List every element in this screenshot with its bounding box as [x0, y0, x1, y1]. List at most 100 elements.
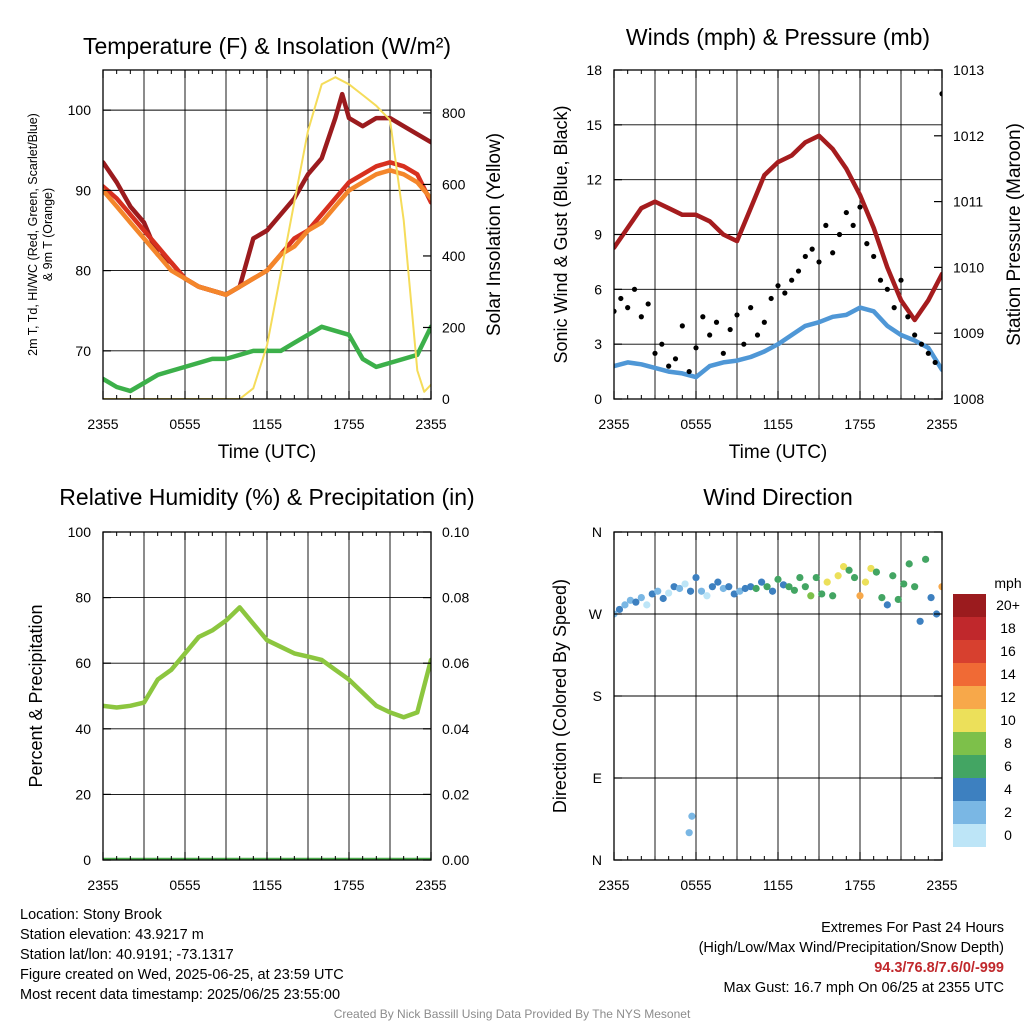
gust-point: [782, 290, 788, 296]
y-tick-label: S: [593, 688, 602, 704]
legend-label: 12: [1000, 689, 1016, 705]
y2-tick-label: 1009: [953, 325, 984, 341]
gridlines: [614, 532, 942, 860]
gust-point: [720, 350, 726, 356]
x-tick-label: 2355: [926, 416, 957, 432]
direction-point: [774, 575, 782, 583]
gust-point: [802, 253, 808, 260]
legend-swatch: [953, 801, 986, 824]
y2-axis-label: Solar Insolation (Yellow): [484, 133, 505, 336]
direction-point: [648, 590, 656, 598]
gust-point: [761, 319, 767, 325]
chart-title-winds: Winds (mph) & Pressure (mb): [626, 24, 930, 50]
series-line-2: [103, 168, 431, 297]
x-tick-label: 1155: [763, 877, 793, 893]
location-text: Location: Stony Brook: [20, 907, 162, 923]
direction-point: [785, 583, 793, 591]
direction-point: [665, 589, 673, 597]
extremes-title: Extremes For Past 24 Hours: [821, 920, 1004, 936]
legend-label: 2: [1004, 804, 1012, 820]
gust-point: [932, 359, 938, 366]
chart-winds: 2355 0555 1155 1755 2355 0 3 6 9 12 15 18 1008 1009 10…: [551, 24, 1024, 463]
direction-point: [621, 601, 629, 609]
direction-point: [768, 587, 777, 595]
x-tick-label: 1755: [844, 877, 875, 893]
legend-swatch: [953, 732, 986, 755]
x-tick-label: 1755: [844, 416, 875, 432]
y2-tick-label: 0.08: [442, 590, 469, 606]
direction-point: [889, 572, 897, 580]
y-tick-label: 20: [75, 786, 91, 802]
gust-point: [768, 295, 774, 302]
legend-label: 20+: [996, 597, 1020, 613]
gust-point: [843, 209, 849, 216]
y2-tick-label: 1013: [953, 62, 984, 78]
gust-point: [618, 295, 624, 302]
gust-point: [836, 231, 843, 238]
series-line-1: [614, 305, 942, 380]
gust-point: [679, 323, 685, 329]
gust-point: [707, 332, 713, 338]
gust-point: [864, 241, 870, 247]
y2-tick-label: 0.00: [442, 852, 469, 868]
legend-label: 18: [1000, 620, 1016, 636]
y-tick-label: 12: [586, 172, 602, 188]
direction-point: [900, 580, 908, 588]
direction-point: [730, 590, 738, 598]
legend-swatch: [953, 755, 986, 778]
latlon-text: Station lat/lon: 40.9191; -73.1317: [20, 947, 234, 963]
direction-point: [883, 601, 891, 609]
recent-text: Most recent data timestamp: 2025/06/25 2…: [20, 987, 341, 1003]
y-axis-label: Sonic Wind & Gust (Blue, Black): [551, 105, 571, 363]
legend-label: 14: [1000, 666, 1016, 682]
gust-point: [700, 314, 706, 320]
direction-point: [856, 592, 864, 600]
direction-point: [643, 601, 651, 609]
gust-point: [652, 350, 658, 356]
direction-point: [637, 594, 645, 602]
y-axis-label: & 9m T (Orange): [41, 188, 55, 281]
gust-point: [809, 246, 815, 252]
direction-point: [725, 583, 733, 591]
y2-tick-label: 0.02: [442, 786, 469, 802]
y2-tick-label: 1012: [953, 128, 984, 144]
legend-swatch: [953, 709, 986, 732]
gust-point: [925, 350, 931, 356]
direction-point: [685, 829, 693, 837]
plot-area: [614, 91, 942, 380]
direction-point: [829, 592, 837, 600]
legend-label: 16: [1000, 643, 1016, 659]
chart-humidity: 2355 0555 1155 1755 2355 0 20 40 60 80 100 0.00 0.02…: [26, 484, 475, 893]
created-text: Figure created on Wed, 2025-06-25, at 23…: [20, 967, 344, 983]
extremes-subtitle: (High/Low/Max Wind/Precipitation/Snow De…: [698, 940, 1004, 956]
chart-title-temperature: Temperature (F) & Insolation (W/m²): [83, 33, 451, 59]
gust-point: [686, 368, 692, 375]
direction-point: [632, 598, 640, 606]
speed-legend: mph 20+ 18 16 14 12 10 8 6 4 2 0: [953, 575, 1022, 847]
gridlines: [103, 532, 431, 860]
direction-point: [659, 594, 667, 603]
x-tick-label: 0555: [169, 416, 200, 432]
y-axis-label: Percent & Precipitation: [26, 604, 46, 787]
credit-text: Created By Nick Bassill Using Data Provi…: [333, 1007, 691, 1021]
direction-point: [779, 581, 788, 589]
y-tick-label: 80: [75, 263, 91, 279]
direction-point: [676, 584, 684, 593]
x-tick-label: 1155: [252, 877, 282, 893]
direction-point: [878, 594, 886, 602]
gust-point: [898, 277, 904, 283]
series-line-4: [103, 76, 431, 399]
y-tick-label: 15: [586, 117, 602, 133]
direction-point: [747, 583, 755, 591]
gust-point: [672, 356, 679, 362]
direction-point: [894, 595, 902, 604]
y-tick-label: 70: [75, 343, 91, 359]
y-tick-label: 0: [83, 852, 91, 868]
legend-swatch: [953, 778, 986, 801]
direction-point: [736, 587, 744, 595]
y-tick-label: E: [593, 770, 602, 786]
y2-tick-label: 800: [442, 105, 466, 121]
direction-point: [686, 587, 695, 595]
station-info: Location: Stony Brook Station elevation:…: [20, 905, 344, 1005]
direction-point: [911, 583, 919, 591]
